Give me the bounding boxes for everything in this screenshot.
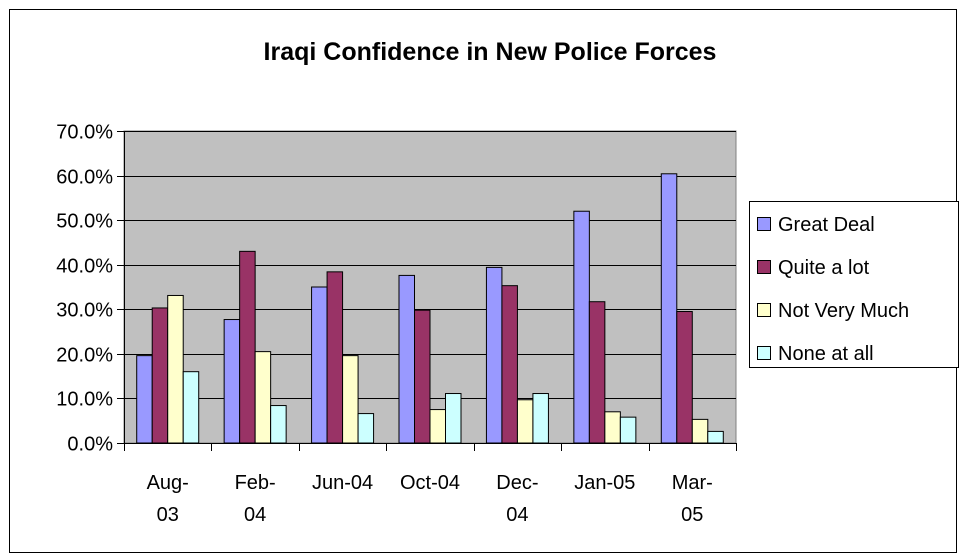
legend-swatch — [757, 303, 771, 317]
chart-title: Iraqi Confidence in New Police Forces — [264, 38, 717, 66]
y-tick-label: 10.0% — [56, 389, 113, 411]
bar-none-at-all — [357, 413, 375, 444]
plot-area — [123, 130, 737, 444]
bar-great-deal — [398, 274, 415, 444]
legend-label: None at all — [778, 343, 874, 365]
bar-not-very-much — [254, 351, 272, 444]
bar-none-at-all — [445, 393, 462, 444]
bar-quite-a-lot — [501, 285, 518, 444]
bar-great-deal — [311, 286, 328, 444]
legend-box — [749, 201, 959, 368]
y-tick-label: 0.0% — [67, 434, 113, 456]
y-tick-label: 70.0% — [56, 122, 113, 144]
x-tick-label: Aug-03 — [147, 472, 189, 526]
y-tick-label: 50.0% — [56, 211, 113, 233]
bar-quite-a-lot — [414, 309, 431, 444]
legend-swatch — [757, 346, 771, 360]
bar-great-deal — [223, 319, 241, 444]
bar-quite-a-lot — [151, 307, 169, 444]
bar-great-deal — [660, 173, 678, 444]
bar-none-at-all — [182, 371, 200, 444]
x-tick-label: Jun-04 — [312, 472, 373, 494]
bar-none-at-all — [619, 416, 637, 444]
bar-not-very-much — [604, 411, 621, 444]
x-tick-label: Dec-04 — [496, 472, 538, 526]
y-tick-label: 20.0% — [56, 345, 113, 367]
bar-not-very-much — [167, 294, 184, 444]
x-tick-label: Jan-05 — [574, 472, 635, 494]
x-axis: Aug-03 Feb-04 Jun-04 Oct-04 Dec-04 Jan-05 Mar-… — [124, 443, 737, 526]
y-axis: 0.0% 10.0% 20.0% 30.0% 40.0% 50.0% 60.0% 70.0% — [56, 122, 125, 456]
bar-great-deal — [573, 210, 590, 444]
bar-not-very-much — [429, 409, 446, 444]
y-tick-label: 40.0% — [56, 256, 113, 278]
x-tick-label: Oct-04 — [400, 472, 460, 494]
legend-swatch — [757, 260, 771, 274]
legend-swatch — [757, 217, 771, 231]
bar-quite-a-lot — [239, 250, 256, 444]
legend-label: Quite a lot — [778, 257, 870, 279]
bar-quite-a-lot — [676, 311, 693, 444]
y-tick-label: 60.0% — [56, 167, 113, 189]
bar-none-at-all — [707, 430, 724, 444]
legend: Great Deal Quite a lot Not Very Much None a… — [749, 201, 959, 368]
legend-label: Great Deal — [778, 214, 875, 236]
bar-not-very-much — [691, 418, 709, 444]
bar-quite-a-lot — [588, 301, 606, 444]
y-tick-label: 30.0% — [56, 300, 113, 322]
x-tick-label: Mar-05 — [672, 472, 713, 526]
bar-none-at-all — [270, 405, 287, 444]
legend-label: Not Very Much — [778, 300, 909, 322]
bar-great-deal — [136, 355, 153, 444]
bar-great-deal — [485, 266, 503, 444]
bar-not-very-much — [516, 399, 534, 444]
x-tick-label: Feb-04 — [235, 472, 276, 526]
bar-not-very-much — [342, 355, 359, 444]
bar-none-at-all — [532, 393, 549, 444]
bar-quite-a-lot — [326, 271, 344, 444]
